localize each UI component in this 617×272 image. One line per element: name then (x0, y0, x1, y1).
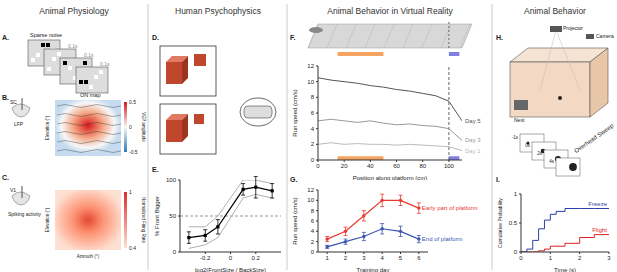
svg-text:Elevation (°): Elevation (°) (45, 207, 50, 232)
svg-text:50: 50 (169, 213, 176, 219)
svg-text:2s: 2s (537, 151, 543, 156)
svg-text:Training day: Training day (357, 267, 390, 272)
svg-text:4: 4 (311, 228, 315, 234)
svg-text:SC: SC (10, 99, 17, 105)
svg-text:Spiking activity: Spiking activity (8, 211, 42, 217)
svg-text:40: 40 (367, 163, 374, 169)
svg-text:6: 6 (417, 255, 421, 261)
svg-text:Nest: Nest (514, 117, 525, 123)
svg-text:0: 0 (514, 249, 518, 255)
svg-text:0: 0 (519, 255, 523, 261)
svg-text:1: 1 (129, 189, 132, 195)
svg-text:Human Psychophysics: Human Psychophysics (175, 6, 261, 16)
svg-text:I.: I. (496, 176, 500, 183)
svg-text:100: 100 (166, 177, 177, 183)
svg-text:2: 2 (578, 255, 582, 261)
svg-text:G.: G. (290, 176, 297, 183)
svg-text:6: 6 (311, 110, 315, 116)
svg-text:0.2: 0.2 (252, 255, 261, 261)
svg-text:Animal Physiology: Animal Physiology (39, 6, 109, 16)
svg-text:Azimuth (°): Azimuth (°) (77, 254, 100, 259)
svg-text:0.5: 0.5 (129, 99, 136, 105)
svg-text:60: 60 (393, 163, 400, 169)
svg-text:4: 4 (380, 255, 384, 261)
svg-text:-1s: -1s (512, 135, 519, 140)
svg-text:4s: 4s (549, 159, 555, 164)
svg-text:Time (s): Time (s) (554, 267, 576, 272)
svg-text:100: 100 (444, 163, 455, 169)
svg-text:0: 0 (229, 255, 233, 261)
svg-text:5: 5 (399, 255, 403, 261)
svg-text:B.: B. (2, 94, 9, 101)
svg-text:10: 10 (307, 79, 314, 85)
svg-text:8: 8 (311, 208, 315, 214)
svg-text:80: 80 (419, 163, 426, 169)
svg-text:10: 10 (307, 197, 314, 203)
svg-text:0.1s: 0.1s (68, 43, 78, 49)
svg-text:12: 12 (307, 63, 314, 69)
svg-text:Day 3: Day 3 (465, 137, 481, 143)
svg-text:Overhead Sweep: Overhead Sweep (573, 122, 615, 154)
svg-text:0s: 0s (525, 143, 531, 148)
svg-text:E.: E. (152, 166, 159, 173)
svg-text:Run speed (cm/s): Run speed (cm/s) (292, 197, 298, 244)
svg-text:0: 0 (129, 124, 132, 130)
svg-text:Sparse noise: Sparse noise (30, 32, 62, 38)
svg-text:Animal Behavior: Animal Behavior (524, 6, 586, 16)
svg-text:2: 2 (311, 141, 315, 147)
svg-text:2: 2 (311, 239, 315, 245)
svg-text:Normalized Firing Rate: Normalized Firing Rate (141, 197, 146, 244)
svg-text:12: 12 (307, 187, 314, 193)
svg-text:4: 4 (311, 126, 315, 132)
svg-text:0.4: 0.4 (129, 245, 136, 251)
svg-text:1: 1 (549, 255, 553, 261)
svg-text:0.1s: 0.1s (100, 61, 110, 67)
svg-text:H.: H. (496, 34, 503, 41)
svg-text:Position along platform (cm): Position along platform (cm) (353, 175, 428, 180)
svg-text:D.: D. (152, 34, 159, 41)
svg-text:3: 3 (362, 255, 366, 261)
svg-text:log2(FrontSize / BackSize): log2(FrontSize / BackSize) (195, 267, 266, 272)
svg-text:20: 20 (341, 163, 348, 169)
svg-text:End of platform: End of platform (422, 236, 463, 242)
svg-text:% Front Bigger: % Front Bigger (154, 196, 160, 236)
svg-text:0.5: 0.5 (509, 220, 518, 226)
svg-text:3: 3 (607, 255, 611, 261)
svg-text:LFP: LFP (14, 121, 24, 127)
svg-text:Projector: Projector (563, 25, 583, 31)
svg-text:F.: F. (290, 34, 296, 41)
svg-text:Flight: Flight (592, 227, 607, 233)
svg-text:8: 8 (311, 94, 315, 100)
svg-text:0: 0 (311, 157, 315, 163)
svg-text:0.1s: 0.1s (84, 52, 94, 58)
svg-text:Early part of platform: Early part of platform (422, 205, 478, 211)
svg-text:0: 0 (316, 163, 320, 169)
svg-text:V1: V1 (10, 187, 16, 193)
svg-text:Elevation (°): Elevation (°) (45, 115, 50, 140)
svg-text:2: 2 (344, 255, 348, 261)
svg-text:Animal Behavior in Virtual Rea: Animal Behavior in Virtual Reality (327, 6, 453, 16)
svg-text:Freeze: Freeze (588, 201, 607, 207)
svg-text:VEP amplitude: VEP amplitude (141, 112, 146, 142)
svg-text:ON map: ON map (80, 92, 100, 98)
svg-text:1: 1 (325, 255, 329, 261)
svg-text:A.: A. (2, 34, 9, 41)
svg-text:C.: C. (2, 174, 9, 181)
svg-text:6: 6 (311, 218, 315, 224)
svg-text:Day 1: Day 1 (465, 148, 481, 154)
svg-text:0: 0 (311, 249, 315, 255)
svg-text:Run speed (cm/s): Run speed (cm/s) (292, 89, 298, 136)
svg-text:-0.2: -0.2 (200, 255, 211, 261)
svg-text:Camera: Camera (596, 33, 614, 39)
svg-text:0: 0 (173, 249, 177, 255)
svg-text:1: 1 (514, 191, 518, 197)
svg-text:Day 5: Day 5 (465, 118, 481, 124)
svg-text:Cumulative Probability: Cumulative Probability (497, 198, 503, 248)
svg-text:-0.5: -0.5 (129, 149, 138, 155)
